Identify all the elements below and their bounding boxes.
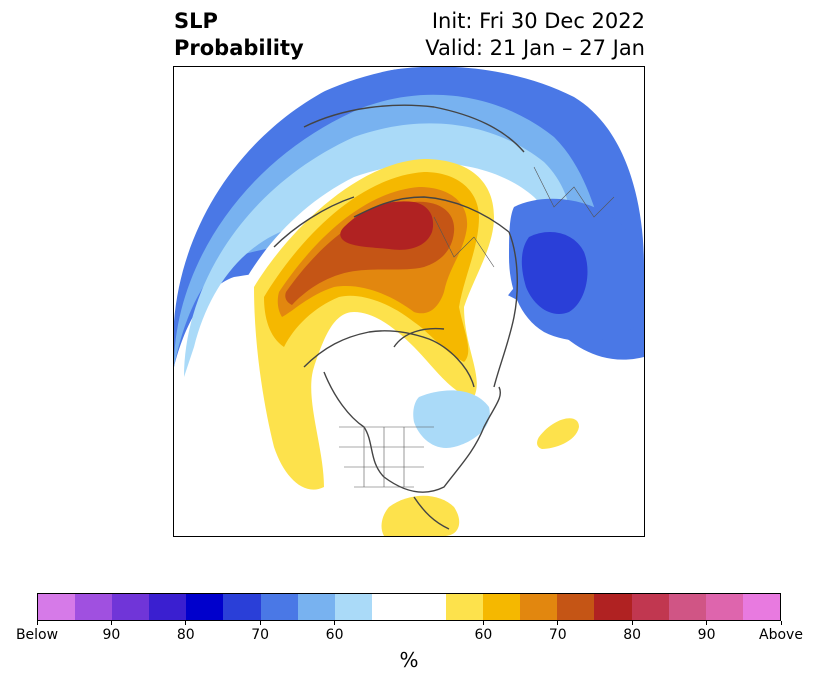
colorbar-unit-label: % <box>399 648 419 672</box>
colorbar-tick-label: 80 <box>176 627 195 643</box>
colorbar-segment-above-4 <box>594 594 632 620</box>
colorbar-tick-mark <box>185 621 187 625</box>
colorbar-tick-label: 70 <box>548 627 567 643</box>
colorbar-tick-mark <box>110 621 112 625</box>
colorbar-tick-mark <box>36 621 38 625</box>
colorbar-segment-neutral <box>371 594 447 620</box>
colorbar-segment-below-2 <box>112 594 150 620</box>
colorbar-tick-label: 70 <box>251 627 270 643</box>
colorbar-tick-label: 90 <box>697 627 716 643</box>
below-normal-eurasia-core <box>521 232 588 315</box>
init-date-label: Init: Fri 30 Dec 2022 <box>431 9 645 33</box>
colorbar-tick-mark <box>334 621 336 625</box>
colorbar-tick-label: 60 <box>474 627 493 643</box>
colorbar-segment-below-3 <box>149 594 187 620</box>
colorbar-segment-below-1 <box>75 594 113 620</box>
colorbar-tick-mark <box>482 621 484 625</box>
colorbar-tick-mark <box>557 621 559 625</box>
colorbar-segment-below-6 <box>260 594 298 620</box>
coastline-layer <box>273 104 525 530</box>
colorbar-segment-above-0 <box>446 594 484 620</box>
colorbar-tick-label: 80 <box>623 627 642 643</box>
colorbar-segment-above-8 <box>742 594 780 620</box>
above-normal-mexico <box>381 495 460 536</box>
above-normal-80 <box>340 201 434 250</box>
map-title-left: SLP Probability <box>174 8 304 62</box>
colorbar-tick-mark <box>259 621 261 625</box>
colorbar-segment-above-5 <box>631 594 669 620</box>
colorbar-segment-above-7 <box>705 594 743 620</box>
probability-colorbar <box>37 593 781 621</box>
colorbar-segment-below-0 <box>38 594 76 620</box>
colorbar-tick-mark <box>780 621 782 625</box>
colorbar-tick-label: Below <box>15 627 59 643</box>
colorbar-tick-label: 90 <box>102 627 121 643</box>
probability-map <box>174 67 644 536</box>
colorbar-tick-mark <box>631 621 633 625</box>
polar-map-frame <box>173 66 645 537</box>
colorbar-segment-above-3 <box>557 594 595 620</box>
title-product: Probability <box>174 36 304 60</box>
colorbar-tick-label: Above <box>759 627 803 643</box>
title-variable: SLP <box>174 9 218 33</box>
border-layer <box>339 166 615 488</box>
colorbar-segment-below-4 <box>186 594 224 620</box>
valid-range-label: Valid: 21 Jan – 27 Jan <box>425 36 645 60</box>
colorbar-tick-mark <box>706 621 708 625</box>
below-normal-atlantic <box>413 390 490 448</box>
colorbar-segment-above-2 <box>520 594 558 620</box>
map-title-right: Init: Fri 30 Dec 2022 Valid: 21 Jan – 27… <box>425 8 645 62</box>
colorbar-segment-below-8 <box>334 594 372 620</box>
colorbar-tick-label: 60 <box>325 627 344 643</box>
colorbar-segment-above-6 <box>668 594 706 620</box>
above-normal-atlantic <box>537 418 579 449</box>
colorbar-segment-below-7 <box>297 594 335 620</box>
colorbar-segment-above-1 <box>483 594 521 620</box>
colorbar-segment-below-5 <box>223 594 261 620</box>
